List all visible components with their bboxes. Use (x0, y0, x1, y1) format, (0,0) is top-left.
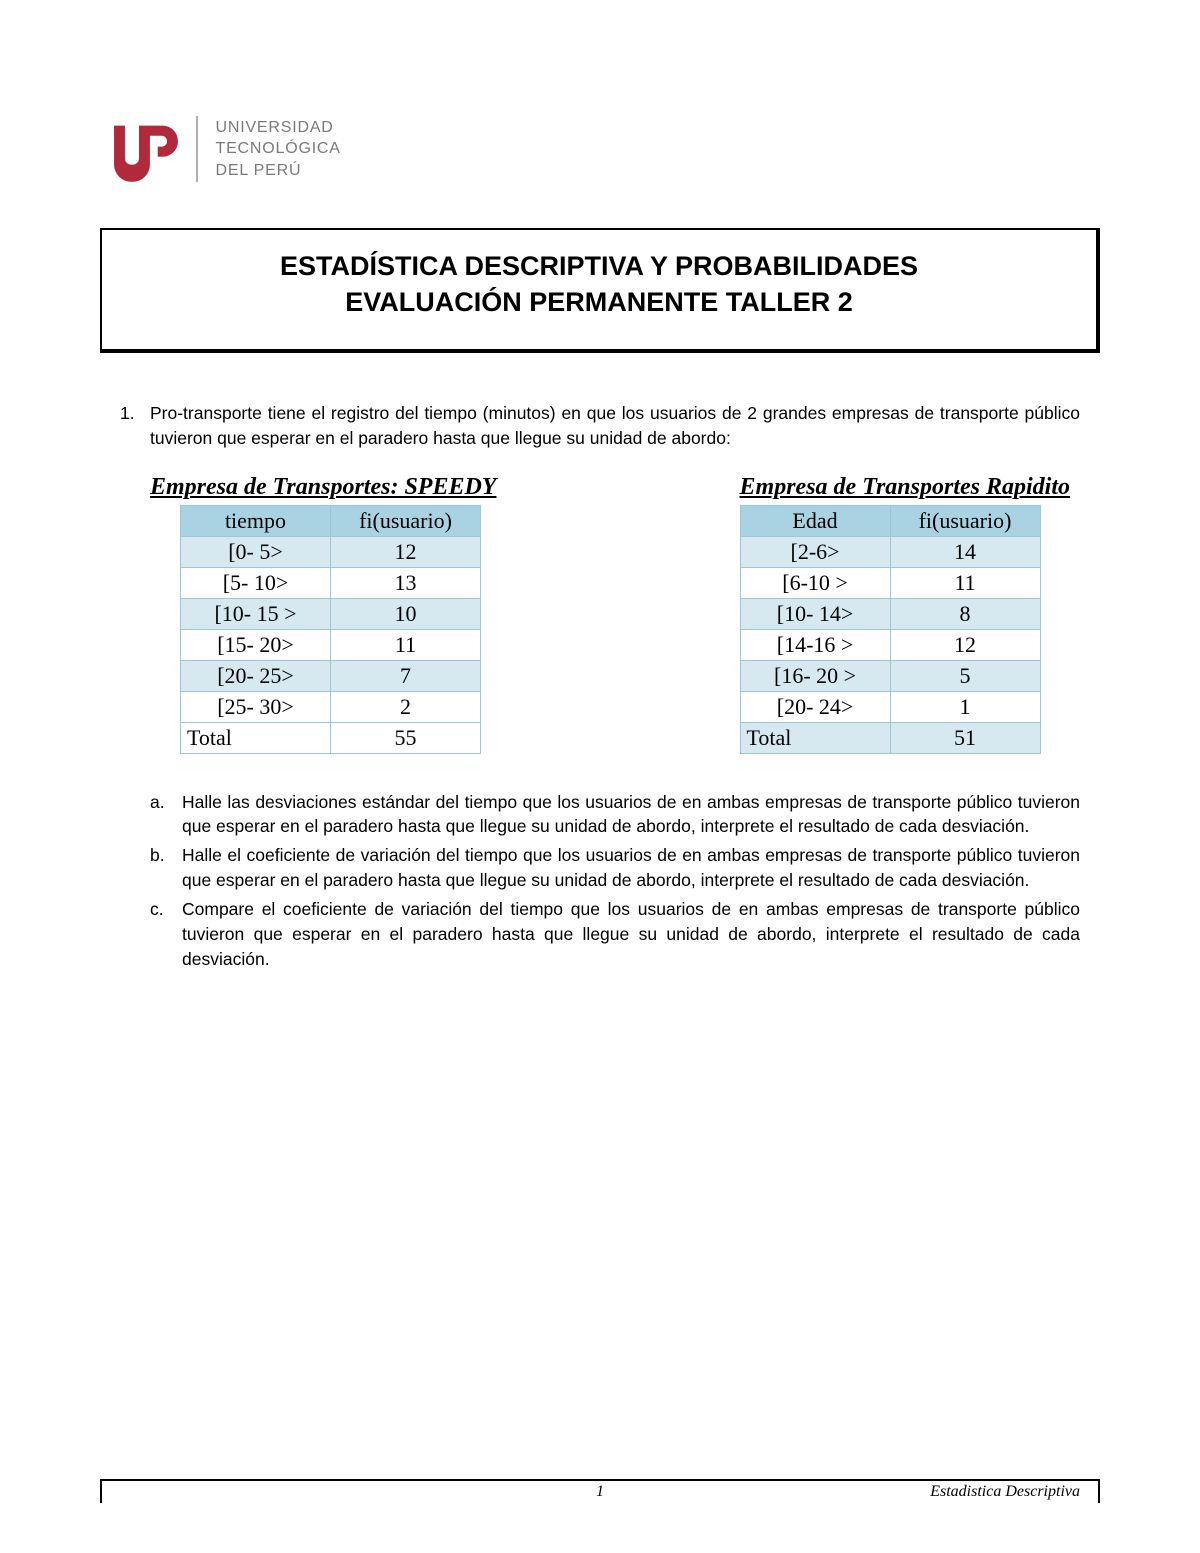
table-cell: 13 (331, 567, 481, 598)
logo-divider (196, 116, 198, 182)
table-header: Edad (740, 505, 890, 536)
table-cell: [10- 14> (740, 598, 890, 629)
header-logo-row: UNIVERSIDAD TECNOLÓGICA DEL PERÚ (100, 110, 1100, 188)
table-total-label: Total (181, 722, 331, 753)
table-cell: 8 (890, 598, 1040, 629)
subitem-text: Compare el coeficiente de variación del … (182, 897, 1080, 972)
table-header: fi(usuario) (890, 505, 1040, 536)
subitem-label: a. (150, 790, 168, 840)
title-line2: EVALUACIÓN PERMANENTE TALLER 2 (122, 284, 1076, 320)
list-item: b. Halle el coeficiente de variación del… (150, 843, 1080, 893)
table-cell: [0- 5> (181, 536, 331, 567)
tables-container: Empresa de Transportes: SPEEDY tiempo fi… (120, 474, 1080, 754)
institution-line3: DEL PERÚ (216, 160, 341, 182)
table-total-value: 55 (331, 722, 481, 753)
table-header: fi(usuario) (331, 505, 481, 536)
footer-course-name: Estadistica Descriptiva (930, 1483, 1080, 1501)
table-cell: [2-6> (740, 536, 890, 567)
table-cell: [5- 10> (181, 567, 331, 598)
list-item: a. Halle las desviaciones estándar del t… (150, 790, 1080, 840)
table-header: tiempo (181, 505, 331, 536)
document-page: UNIVERSIDAD TECNOLÓGICA DEL PERÚ ESTADÍS… (0, 0, 1200, 1016)
table-cell: 11 (890, 567, 1040, 598)
table-cell: [16- 20 > (740, 660, 890, 691)
table-cell: 12 (331, 536, 481, 567)
problem-statement: 1. Pro-transporte tiene el registro del … (120, 401, 1080, 452)
table-cell: 12 (890, 629, 1040, 660)
institution-line2: TECNOLÓGICA (216, 138, 341, 160)
page-footer: 1 Estadistica Descriptiva (100, 1479, 1100, 1503)
table-cell: [14-16 > (740, 629, 890, 660)
table-cell: [6-10 > (740, 567, 890, 598)
table-cell: 14 (890, 536, 1040, 567)
table-speedy-data: tiempo fi(usuario) [0- 5>12 [5- 10>13 [1… (180, 505, 481, 754)
table-cell: 1 (890, 691, 1040, 722)
table-total-label: Total (740, 722, 890, 753)
utp-logo-icon (100, 110, 178, 188)
table-cell: 5 (890, 660, 1040, 691)
table-speedy-title: Empresa de Transportes: SPEEDY (150, 474, 496, 501)
problem-text: Pro-transporte tiene el registro del tie… (150, 401, 1080, 452)
table-cell: [20- 24> (740, 691, 890, 722)
problem-section: 1. Pro-transporte tiene el registro del … (120, 401, 1080, 972)
table-rapidito-title: Empresa de Transportes Rapidito (740, 474, 1070, 501)
institution-name: UNIVERSIDAD TECNOLÓGICA DEL PERÚ (216, 117, 341, 182)
page-number: 1 (596, 1483, 604, 1501)
table-cell: 2 (331, 691, 481, 722)
list-item: c. Compare el coeficiente de variación d… (150, 897, 1080, 972)
table-total-value: 51 (890, 722, 1040, 753)
table-cell: [15- 20> (181, 629, 331, 660)
table-rapidito-data: Edad fi(usuario) [2-6>14 [6-10 >11 [10- … (740, 505, 1041, 754)
subitem-text: Halle las desviaciones estándar del tiem… (182, 790, 1080, 840)
institution-line1: UNIVERSIDAD (216, 117, 341, 139)
subitems-list: a. Halle las desviaciones estándar del t… (150, 790, 1080, 972)
table-cell: 11 (331, 629, 481, 660)
table-cell: [10- 15 > (181, 598, 331, 629)
subitem-text: Halle el coeficiente de variación del ti… (182, 843, 1080, 893)
document-title-box: ESTADÍSTICA DESCRIPTIVA Y PROBABILIDADES… (100, 228, 1100, 353)
table-speedy: Empresa de Transportes: SPEEDY tiempo fi… (180, 474, 496, 754)
problem-number: 1. (120, 401, 138, 452)
table-cell: [25- 30> (181, 691, 331, 722)
table-cell: 10 (331, 598, 481, 629)
table-rapidito: Empresa de Transportes Rapidito Edad fi(… (740, 474, 1070, 754)
subitem-label: b. (150, 843, 168, 893)
table-cell: 7 (331, 660, 481, 691)
title-line1: ESTADÍSTICA DESCRIPTIVA Y PROBABILIDADES (122, 248, 1076, 284)
subitem-label: c. (150, 897, 168, 972)
table-cell: [20- 25> (181, 660, 331, 691)
